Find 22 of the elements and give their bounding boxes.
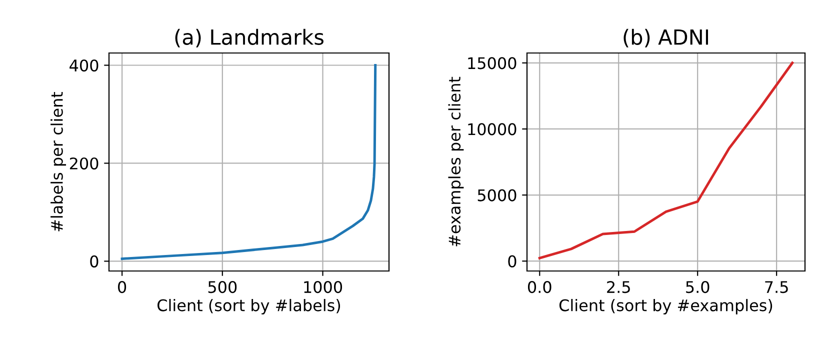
chart-title: (b) ADNI <box>624 28 708 48</box>
y-axis-title: #examples per client <box>448 76 464 246</box>
y-tick-label: 0 <box>90 255 98 268</box>
x-tick-label: 7.5 <box>765 281 788 294</box>
x-tick-label: 500 <box>208 281 237 294</box>
x-axis-title: Client (sort by #labels) <box>158 298 340 314</box>
y-tick-label: 200 <box>70 157 98 170</box>
y-tick-label: 400 <box>70 59 98 72</box>
x-tick-label: 0 <box>118 281 126 294</box>
x-tick-label: 0.0 <box>528 281 552 294</box>
x-axis-title: Client (sort by #examples) <box>559 298 772 314</box>
y-tick-label: 0 <box>508 255 516 268</box>
y-tick-label: 10000 <box>468 123 516 136</box>
y-tick-label: 5000 <box>478 189 516 202</box>
y-axis-title: #labels per client <box>50 92 66 232</box>
line-series <box>120 64 377 260</box>
x-tick-label: 5.0 <box>686 281 710 294</box>
x-tick-label: 1000 <box>304 281 342 294</box>
line-series <box>538 62 794 260</box>
chart-title: (a) Landmarks <box>175 28 324 48</box>
y-tick-label: 15000 <box>468 57 516 70</box>
x-tick-label: 2.5 <box>607 281 630 294</box>
